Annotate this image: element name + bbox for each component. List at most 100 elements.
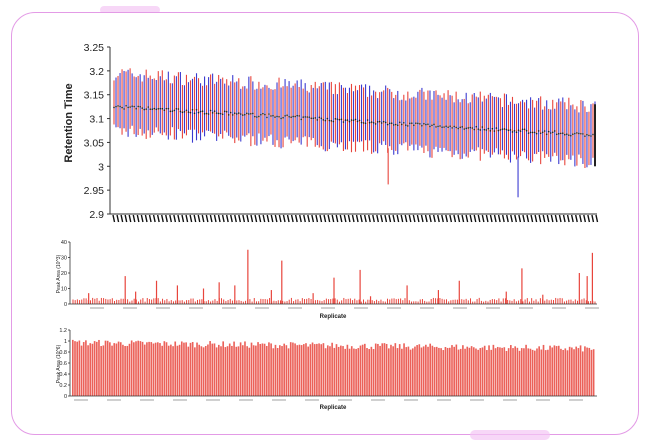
pa2-bar bbox=[577, 348, 580, 396]
pa2-bar bbox=[501, 347, 503, 396]
rt-mean-point bbox=[445, 125, 447, 128]
pa2-bar bbox=[555, 346, 558, 396]
rt-mean-point bbox=[555, 133, 558, 136]
rt-mean-point bbox=[171, 110, 174, 112]
pa2-bar bbox=[390, 344, 392, 396]
pa2-bar bbox=[183, 342, 185, 396]
rt-mean-point bbox=[165, 107, 168, 110]
rt-mean-point bbox=[531, 131, 534, 134]
rt-x-tick-mark bbox=[189, 214, 193, 223]
pa2-bar bbox=[104, 340, 107, 396]
pa2-bar bbox=[470, 346, 473, 396]
rt-x-tick-mark bbox=[432, 214, 436, 223]
rt-x-tick-mark bbox=[420, 214, 424, 223]
pa2-bar bbox=[329, 346, 331, 396]
rt-mean-point bbox=[561, 132, 564, 134]
pa2-bar bbox=[126, 345, 129, 396]
rt-x-tick-mark bbox=[144, 214, 148, 223]
rt-mean-point bbox=[199, 110, 202, 113]
rt-x-tick-mark bbox=[217, 214, 221, 223]
pa2-bar bbox=[209, 341, 211, 396]
rt-x-tick-mark bbox=[278, 214, 282, 223]
rt-mean-point bbox=[117, 105, 119, 107]
rt-mean-point bbox=[159, 107, 162, 110]
pa2-bar bbox=[507, 348, 510, 396]
pa2-bar bbox=[342, 346, 344, 396]
rt-mean-point bbox=[205, 112, 208, 115]
rt-mean-point bbox=[324, 119, 327, 122]
rt-x-tick-mark bbox=[311, 214, 315, 223]
rt-mean-point bbox=[372, 121, 375, 124]
rt-x-tick-mark bbox=[315, 214, 319, 223]
rt-y-tick-label: 3.15 bbox=[84, 90, 105, 102]
rt-mean-point bbox=[537, 130, 540, 132]
pa2-bar bbox=[459, 348, 462, 396]
pa2-bar bbox=[364, 343, 366, 396]
pa2-bar bbox=[281, 346, 283, 396]
rt-mean-point bbox=[318, 116, 321, 119]
rt-x-tick-mark bbox=[437, 214, 440, 223]
pa2-bar bbox=[178, 344, 181, 396]
rt-x-tick-mark bbox=[132, 214, 136, 223]
pa2-bar bbox=[170, 344, 172, 396]
rt-mean-point bbox=[370, 121, 373, 123]
rt-mean-point bbox=[356, 120, 359, 123]
pa2-bar bbox=[533, 350, 536, 396]
rt-x-tick-mark bbox=[290, 214, 294, 223]
rt-x-tick-mark bbox=[221, 214, 225, 223]
rt-mean-point bbox=[246, 112, 248, 115]
pa2-bar bbox=[518, 350, 521, 396]
rt-mean-point bbox=[564, 133, 566, 136]
pa2-bar bbox=[224, 347, 227, 396]
pa2-bar bbox=[344, 348, 347, 396]
rt-x-tick-mark bbox=[258, 214, 262, 223]
rt-mean-point bbox=[129, 106, 131, 108]
rt-x-tick-mark bbox=[242, 214, 246, 223]
rt-mean-point bbox=[169, 110, 172, 113]
rt-mean-point bbox=[288, 115, 290, 118]
rt-mean-point bbox=[322, 119, 325, 121]
rt-mean-point bbox=[135, 107, 137, 110]
pa2-bar bbox=[300, 345, 303, 396]
pa2-bar bbox=[296, 345, 299, 396]
rt-mean-point bbox=[443, 126, 445, 128]
pa2-bar bbox=[575, 346, 578, 396]
rt-mean-point bbox=[167, 107, 170, 110]
pa2-bar bbox=[130, 340, 133, 396]
pa2-bar bbox=[488, 345, 490, 396]
rt-mean-point bbox=[348, 120, 351, 123]
rt-mean-point bbox=[215, 112, 218, 114]
retention-time-ylabel: Retention Time bbox=[63, 83, 75, 162]
rt-x-tick-mark bbox=[404, 214, 408, 223]
rt-mean-point bbox=[137, 105, 139, 108]
pa2-y-tick-label: 1 bbox=[64, 339, 67, 345]
pa2-bar bbox=[442, 350, 445, 396]
pa2-bar bbox=[313, 344, 316, 396]
rt-mean-point bbox=[113, 106, 115, 109]
pa1-y-tick-label: 40 bbox=[61, 240, 67, 246]
rt-mean-point bbox=[419, 123, 421, 125]
rt-mean-point bbox=[376, 121, 379, 123]
rt-mean-point bbox=[139, 105, 141, 108]
rt-mean-point bbox=[340, 118, 343, 121]
rt-mean-point bbox=[213, 110, 216, 112]
pa2-bar bbox=[514, 346, 517, 396]
pa2-bar bbox=[228, 343, 231, 396]
rt-x-tick-mark bbox=[148, 214, 152, 223]
rt-mean-point bbox=[481, 126, 484, 128]
pa2-bar bbox=[91, 343, 94, 396]
pa2-bar bbox=[165, 342, 168, 396]
rt-mean-point bbox=[549, 132, 552, 134]
pa2-bar bbox=[141, 341, 144, 396]
pa2-bar bbox=[100, 346, 102, 396]
rt-mean-point bbox=[437, 125, 439, 128]
pa2-bar bbox=[259, 343, 262, 396]
rt-mean-point bbox=[557, 132, 560, 135]
pa2-bar bbox=[340, 345, 342, 396]
pa2-bar bbox=[366, 348, 368, 396]
pa2-bar bbox=[109, 342, 111, 396]
rt-mean-point bbox=[177, 108, 180, 110]
rt-x-tick-mark bbox=[339, 214, 343, 223]
rt-mean-point bbox=[316, 119, 319, 121]
pa2-bar bbox=[475, 348, 477, 396]
